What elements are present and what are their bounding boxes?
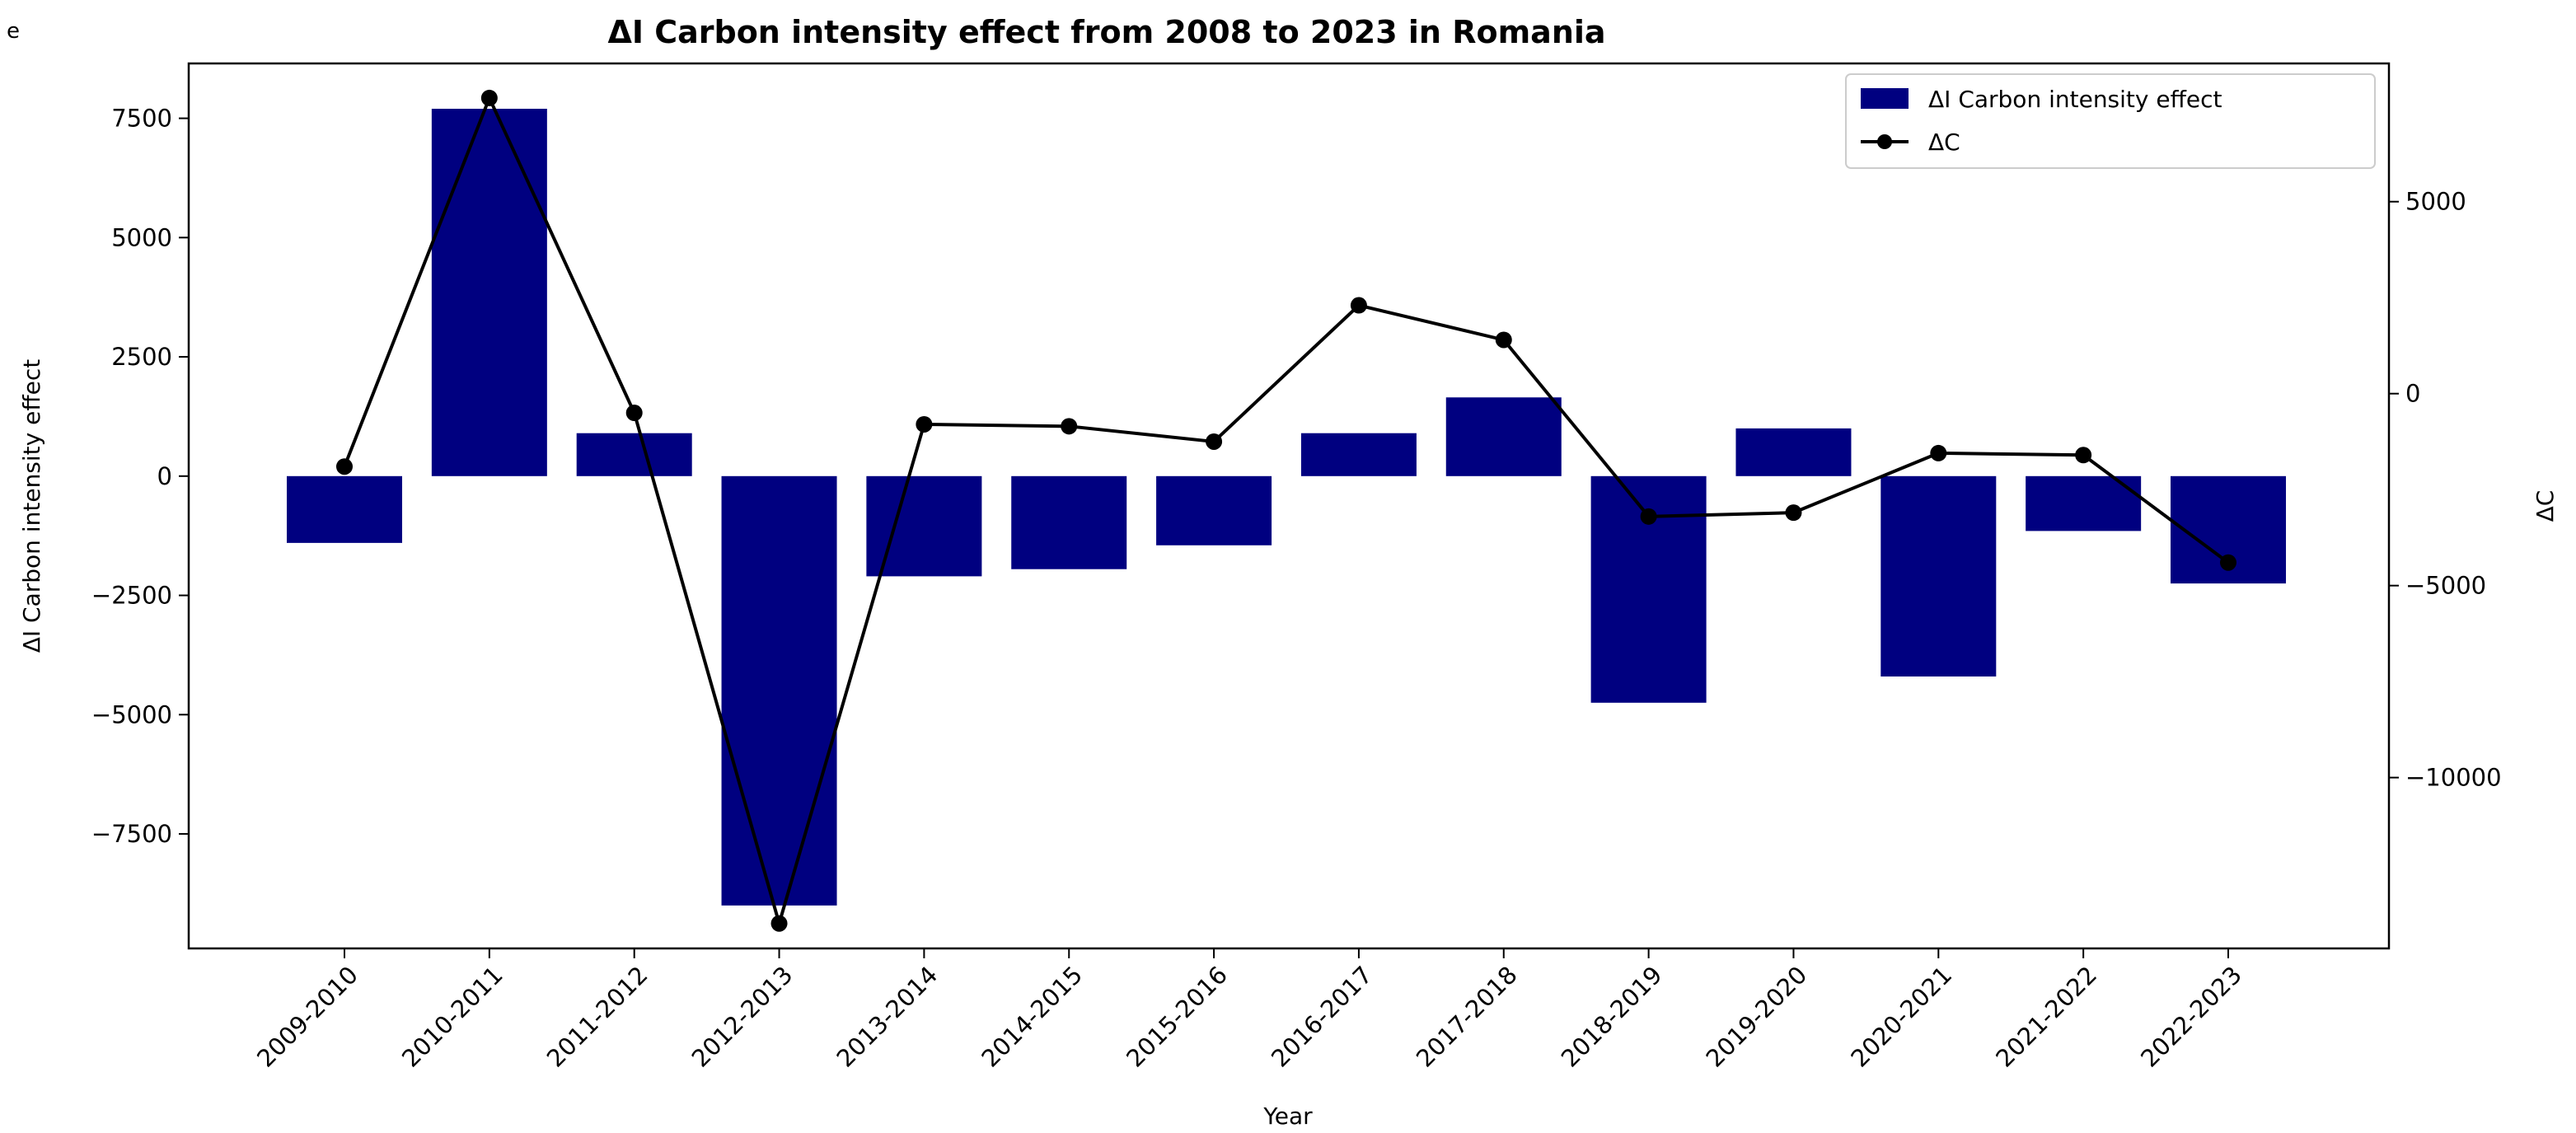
right-axis: −10000 −5000 0 5000: [2389, 188, 2502, 792]
legend-bar-label: ΔI Carbon intensity effect: [1928, 86, 2222, 113]
delta-c-point-2011-2012: [625, 405, 643, 422]
delta-c-point-2010-2011: [480, 89, 498, 106]
legend-line-marker: [1877, 134, 1892, 149]
left-tick-label: 2500: [111, 343, 172, 371]
right-tick-label: 5000: [2405, 188, 2466, 216]
chart-title: ΔI Carbon intensity effect from 2008 to …: [607, 14, 1605, 50]
bar-2015-2016: [1156, 475, 1272, 545]
x-tick-label: 2011-2012: [541, 961, 653, 1073]
delta-c-point-2018-2019: [1640, 508, 1657, 525]
bar-2014-2015: [1011, 475, 1127, 569]
x-tick-label: 2019-2020: [1701, 961, 1813, 1073]
bar-2020-2021: [1880, 475, 1997, 677]
bar-2009-2010: [287, 475, 402, 543]
legend-box: [1845, 73, 2376, 169]
delta-c-point-2016-2017: [1350, 297, 1367, 314]
delta-c-point-2017-2018: [1495, 331, 1512, 349]
bar-2017-2018: [1445, 397, 1562, 476]
delta-c-point-2020-2021: [1930, 444, 1947, 461]
x-tick-label: 2014-2015: [976, 961, 1088, 1073]
left-tick-label: 5000: [111, 223, 172, 251]
delta-c-point-2014-2015: [1061, 418, 1078, 435]
x-tick-label: 2017-2018: [1411, 961, 1523, 1073]
x-tick-label: 2013-2014: [831, 961, 944, 1073]
delta-c-point-2013-2014: [916, 415, 933, 433]
bar-2010-2011: [431, 109, 547, 476]
legend-bar-swatch: [1861, 88, 1909, 109]
delta-c-point-2009-2010: [336, 458, 353, 475]
bar-2016-2017: [1300, 433, 1417, 476]
x-tick-label: 2018-2019: [1556, 961, 1668, 1073]
left-tick-label: −5000: [91, 700, 172, 728]
x-tick-label: 2012-2013: [686, 961, 799, 1073]
delta-c-point-2022-2023: [2220, 554, 2236, 571]
right-tick-label: 0: [2405, 380, 2420, 408]
bars-layer: [287, 109, 2286, 906]
delta-c-point-2019-2020: [1785, 504, 1802, 522]
x-axis-label: Year: [1262, 1103, 1313, 1130]
left-axis: −7500 −5000 −2500 0 2500 5000 7500: [91, 105, 189, 848]
delta-c-point-2012-2013: [770, 915, 788, 932]
left-tick-label: 7500: [111, 105, 172, 133]
legend-line-label: ΔC: [1928, 129, 1960, 156]
y-axis-label: ΔI Carbon intensity effect: [18, 359, 45, 653]
bar-2012-2013: [721, 475, 837, 906]
right-tick-label: −5000: [2405, 572, 2486, 600]
left-tick-label: −2500: [91, 582, 172, 610]
delta-c-point-2021-2022: [2075, 447, 2092, 464]
delta-c-line: [343, 93, 2230, 929]
right-tick-label: −10000: [2405, 764, 2502, 792]
bar-2019-2020: [1735, 428, 1852, 476]
x-tick-label: 2021-2022: [1990, 961, 2102, 1073]
x-tick-label: 2010-2011: [396, 961, 508, 1073]
line-layer: [336, 89, 2236, 932]
x-tick-label: 2009-2010: [251, 961, 363, 1073]
legend: ΔI Carbon intensity effect ΔC: [1845, 73, 2376, 169]
x-tick-label: 2015-2016: [1121, 961, 1233, 1073]
plot-frame: [187, 62, 2391, 950]
x-axis: 2009-2010 2010-2011 2011-2012 2012-2013 2013…: [251, 948, 2247, 1073]
x-tick-label: 2020-2021: [1845, 961, 1957, 1073]
left-tick-label: 0: [157, 462, 172, 490]
delta-c-point-2015-2016: [1206, 433, 1223, 450]
y2-axis-label: ΔC: [2532, 490, 2559, 522]
panel-label: e: [7, 19, 20, 44]
x-tick-label: 2022-2023: [2135, 961, 2247, 1073]
left-tick-label: −7500: [91, 820, 172, 848]
bar-2011-2012: [576, 433, 692, 476]
x-tick-label: 2016-2017: [1266, 961, 1378, 1073]
